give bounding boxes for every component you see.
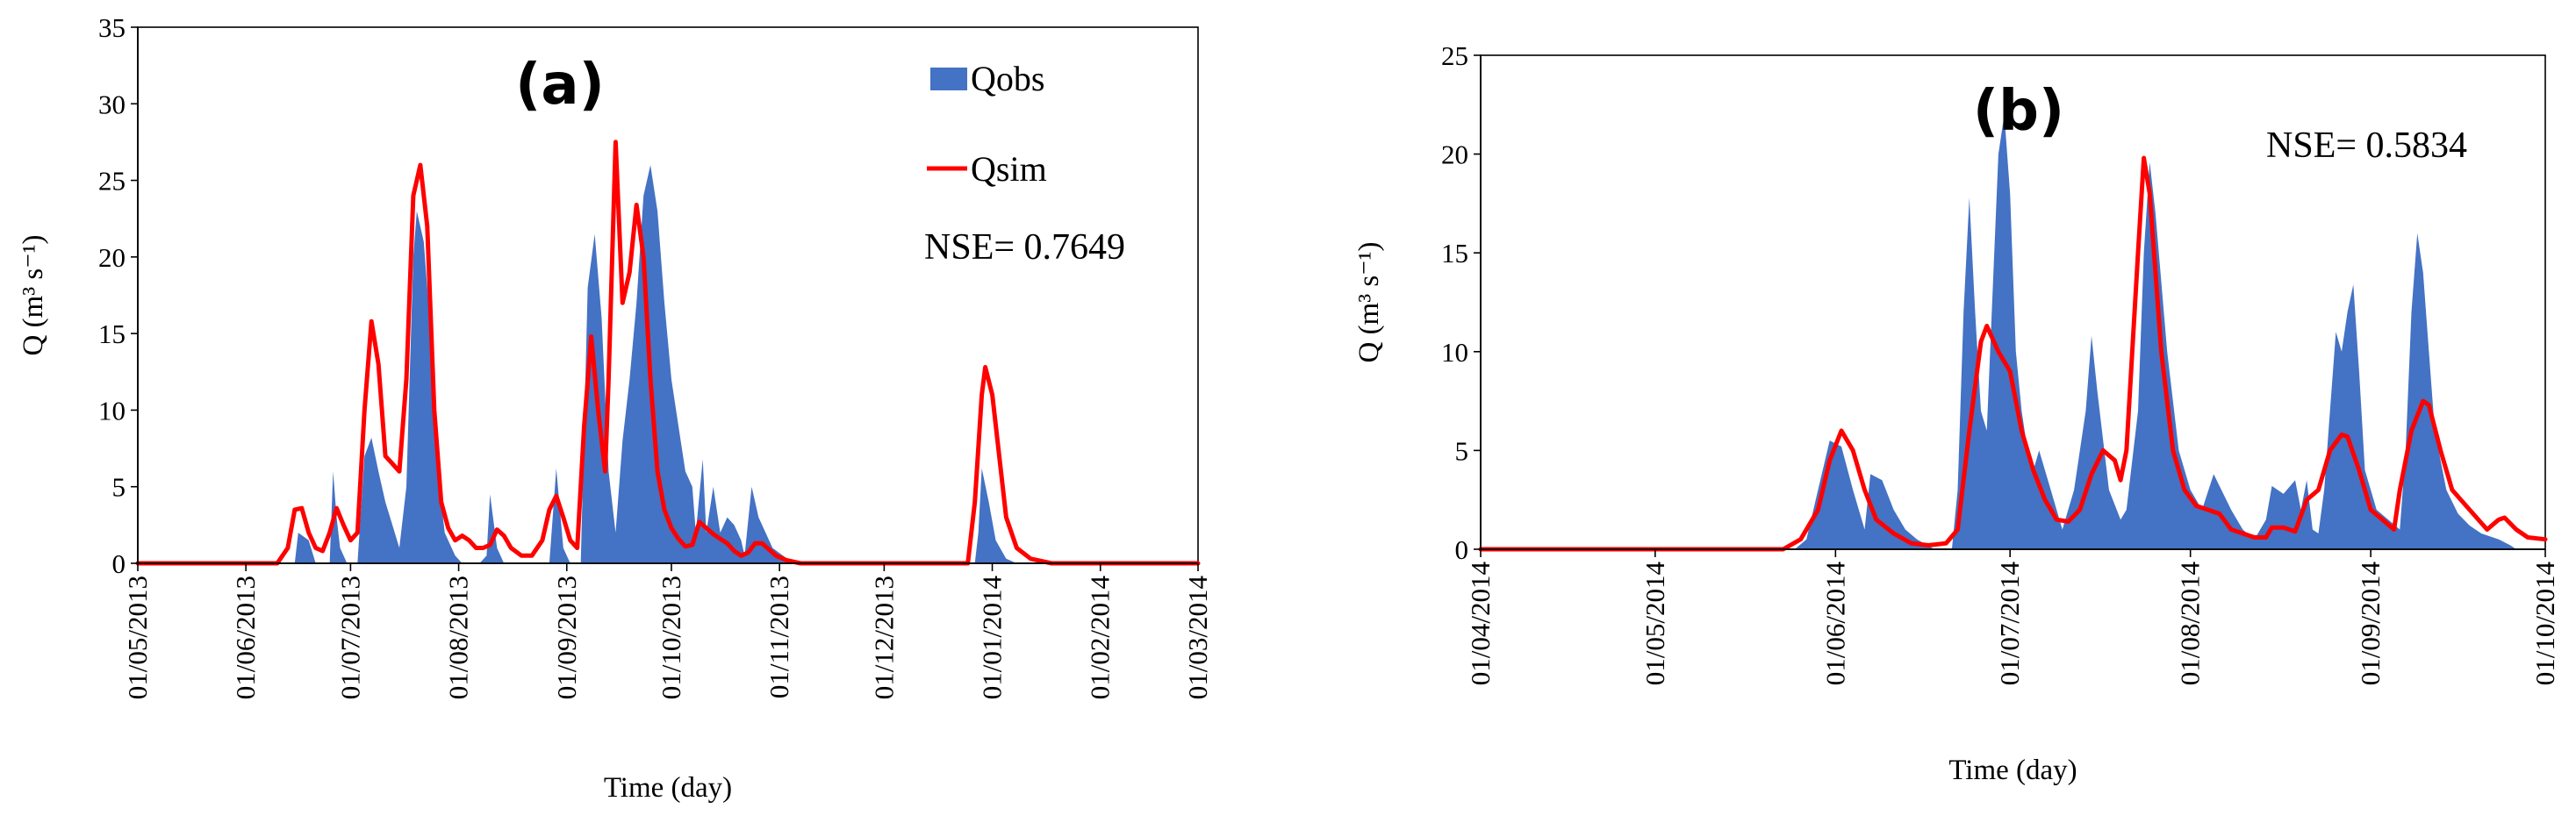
- x-tick-label: 01/10/2014: [2529, 562, 2560, 686]
- x-tick-label: 01/05/2013: [122, 576, 153, 699]
- x-tick-label: 01/08/2013: [443, 576, 474, 699]
- y-tick-label: 15: [1441, 238, 1468, 268]
- y-axis-title: Q (m³ s⁻¹): [18, 234, 49, 355]
- series-qsim-line: [135, 140, 1201, 566]
- x-tick-label: 01/02/2014: [1085, 576, 1116, 700]
- y-tick-label: 5: [112, 472, 126, 503]
- legend: Qobs Qsim: [927, 59, 1047, 189]
- x-tick-label: 01/09/2014: [2355, 562, 2386, 686]
- x-tick-label: 01/09/2013: [551, 576, 582, 699]
- x-tick-label: 01/10/2013: [656, 576, 686, 699]
- x-tick-label: 01/05/2014: [1640, 562, 1670, 686]
- panel-label: (b): [1973, 79, 2064, 144]
- y-tick-label: 10: [1441, 337, 1468, 368]
- y-tick-label: 15: [98, 318, 126, 349]
- x-tick-label: 01/08/2014: [2175, 562, 2206, 686]
- nse-annotation: NSE= 0.5834: [2266, 125, 2467, 166]
- y-tick-label: 0: [1455, 534, 1469, 565]
- y-tick-label: 20: [1441, 140, 1468, 170]
- panel-label: (a): [515, 53, 605, 118]
- y-tick-label: 25: [1441, 40, 1468, 71]
- x-tick-label: 01/06/2014: [1819, 562, 1850, 686]
- nse-annotation: NSE= 0.7649: [924, 227, 1125, 268]
- series-qsim-line: [1478, 155, 2548, 552]
- x-tick-label: 01/07/2014: [1994, 562, 2025, 686]
- x-tick-label: 01/07/2013: [334, 576, 365, 699]
- legend-label-qsim: Qsim: [971, 149, 1047, 189]
- y-tick-label: 35: [98, 12, 126, 43]
- y-tick-label: 10: [98, 395, 126, 426]
- x-tick-label: 01/01/2014: [977, 576, 1008, 700]
- y-tick-label: 25: [98, 166, 126, 197]
- x-tick-label: 01/03/2014: [1182, 576, 1213, 700]
- chart-panel-a: 0 5 10 15 20 25 30 35 01/05/2013 01/06/2013 01/07/…: [18, 12, 1213, 804]
- x-axis-title: Time (day): [604, 772, 732, 804]
- series-qobs-area: [1481, 114, 2545, 549]
- x-tick-label: 01/11/2013: [764, 576, 794, 698]
- y-tick-label: 20: [98, 242, 126, 273]
- legend-swatch-qobs: [930, 68, 967, 90]
- legend-label-qobs: Qobs: [971, 59, 1044, 98]
- y-tick-label: 30: [98, 89, 126, 119]
- y-axis-title: Q (m³ s⁻¹): [1353, 241, 1385, 362]
- y-tick-label: 0: [112, 548, 126, 579]
- x-tick-label: 01/06/2013: [230, 576, 261, 699]
- x-tick-label: 01/12/2013: [868, 576, 899, 699]
- y-tick-label: 5: [1455, 435, 1469, 466]
- chart-panel-b: 0 5 10 15 20 25 01/04/2014 01/05/2014 01/06/2014…: [1353, 40, 2560, 786]
- x-tick-label: 01/04/2014: [1465, 562, 1496, 686]
- series-qobs-area: [138, 165, 1198, 563]
- x-axis-title: Time (day): [1948, 755, 2077, 786]
